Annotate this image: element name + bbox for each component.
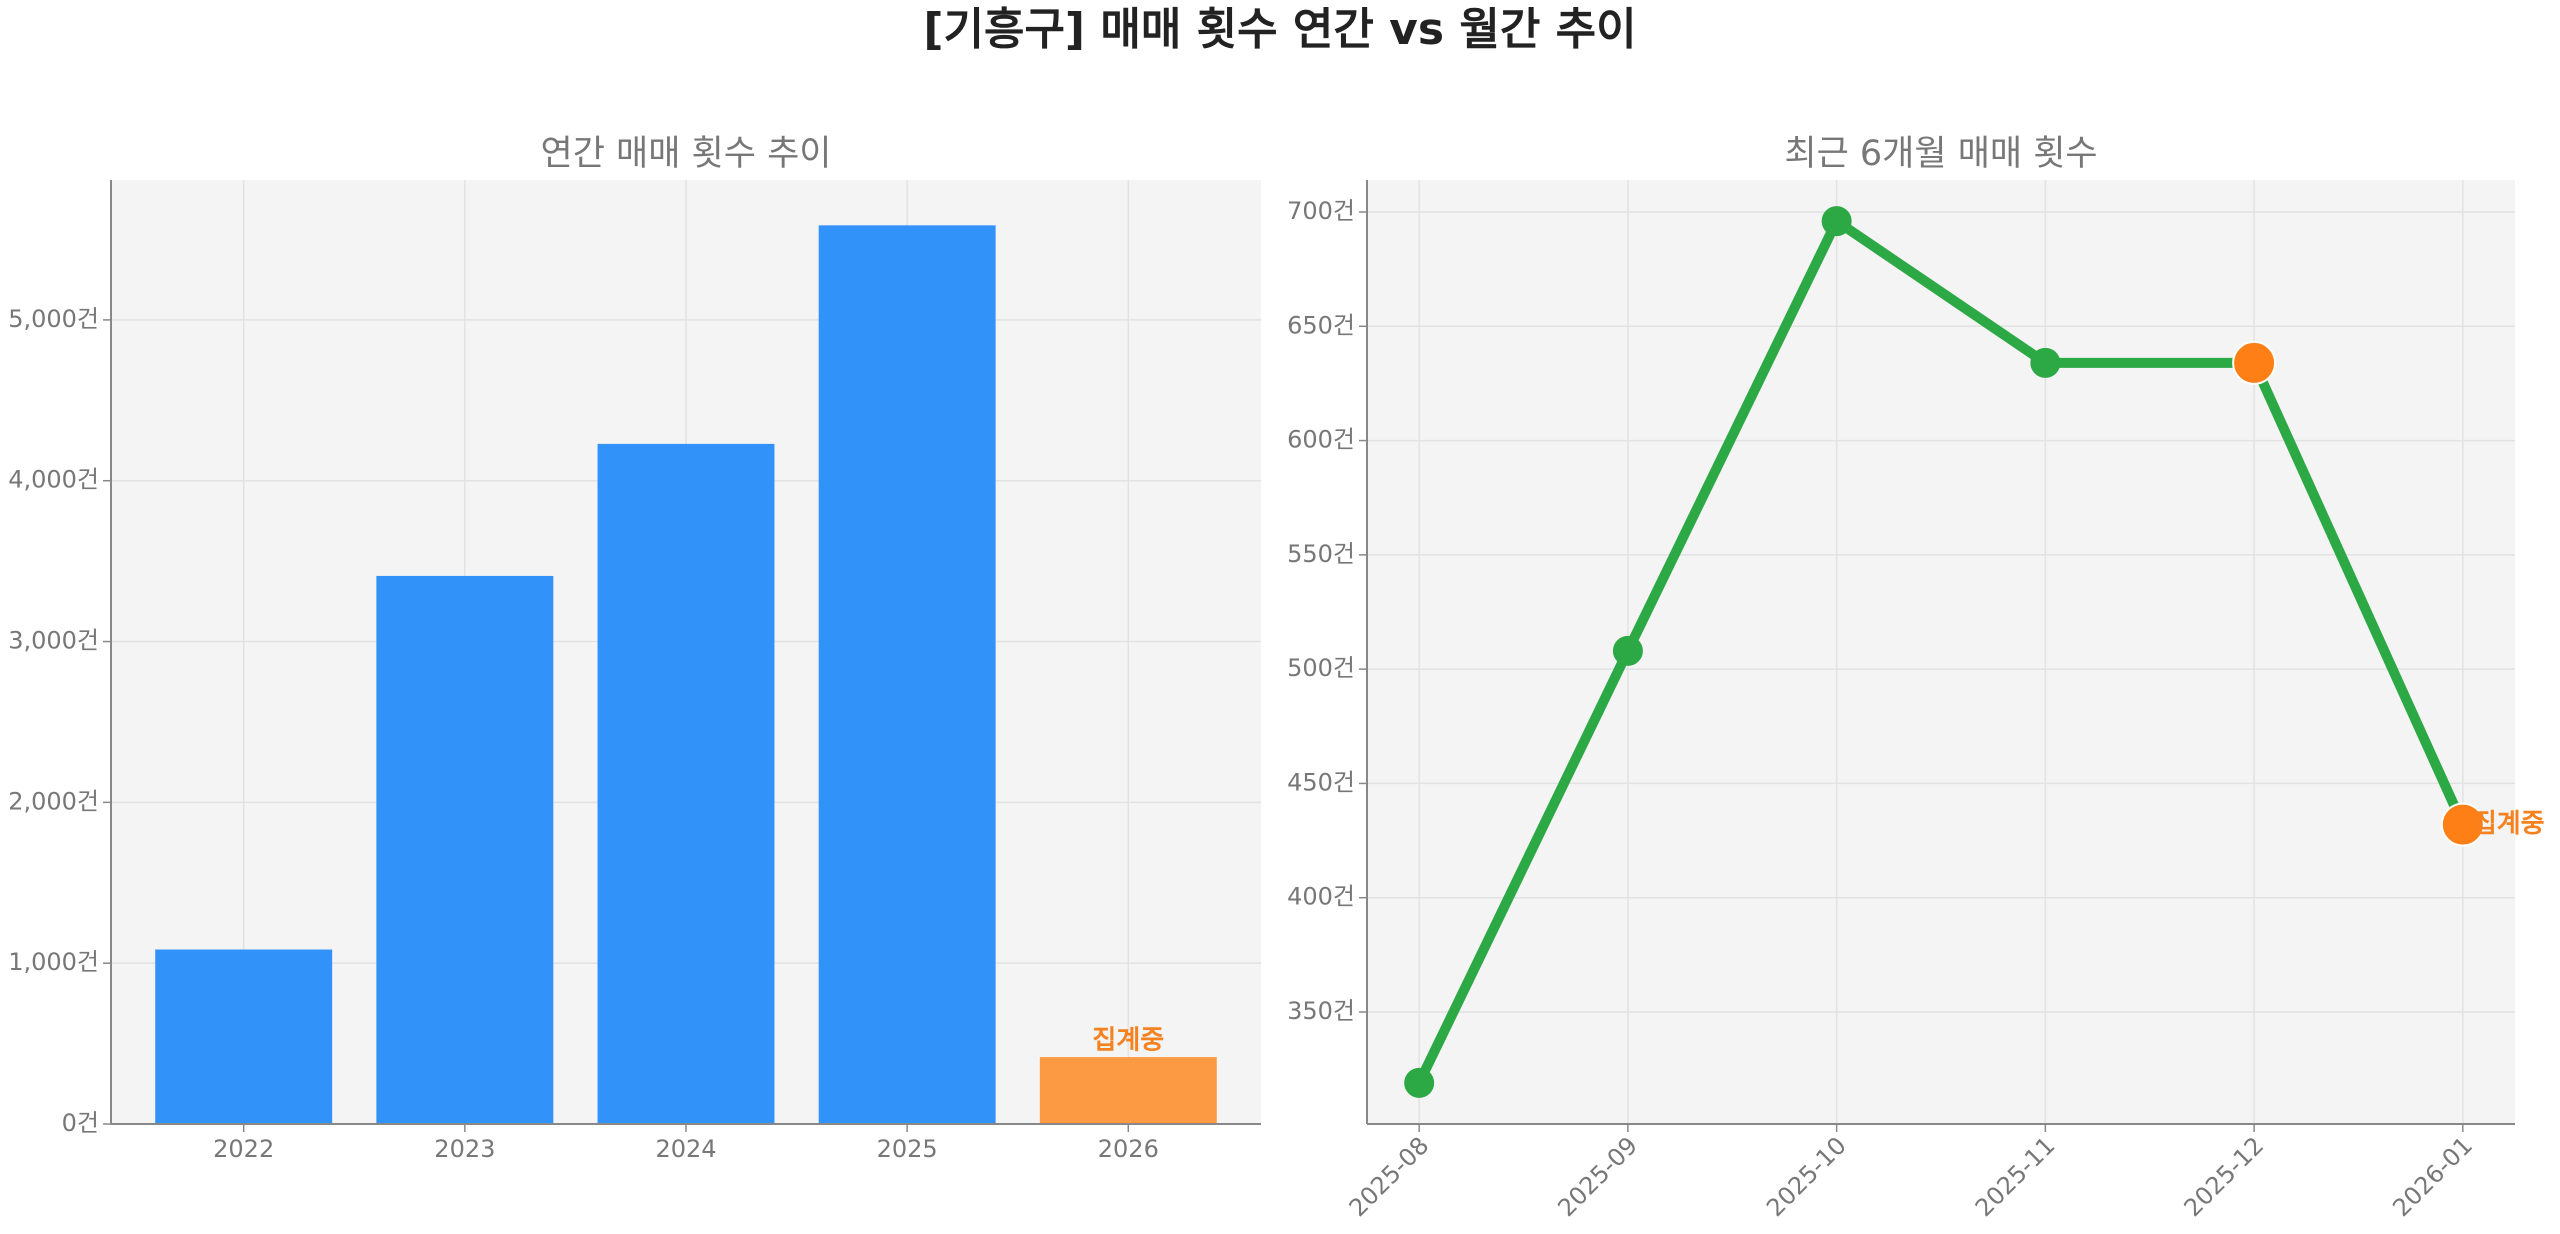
marker: [2232, 340, 2277, 385]
x-tick-label: 2025-09: [1552, 1131, 1643, 1222]
line: [1414, 216, 2468, 1086]
y-tick-label: 450건: [1287, 768, 1355, 796]
x-tick-label: 2023: [434, 1135, 495, 1163]
subplot-title: 연간 매매 횟수 추이: [541, 134, 832, 174]
y-tick-label: 4,000건: [8, 466, 99, 494]
y-tick-label: 650건: [1287, 311, 1355, 339]
bar: [597, 443, 775, 1125]
x-tick-label: 2025-08: [1344, 1131, 1435, 1222]
marker: [1821, 206, 1852, 237]
y-tick-label: 2,000건: [8, 787, 99, 815]
y-tick-label: 5,000건: [8, 305, 99, 333]
x-tick-label: 2025-11: [1970, 1131, 2061, 1222]
y-tick-label: 0건: [62, 1109, 99, 1137]
marker: [1404, 1067, 1435, 1098]
y-tick-label: 350건: [1287, 997, 1355, 1025]
y-tick-label: 1,000건: [8, 948, 99, 976]
marker: [2440, 802, 2485, 847]
y-tick-label: 700건: [1287, 197, 1355, 225]
x-tick-label: 2025-12: [2179, 1131, 2270, 1222]
bar-note: 집계중: [1092, 1026, 1164, 1056]
point-note: 집계중: [2473, 809, 2545, 839]
subplot-title: 최근 6개월 매매 횟수: [1784, 134, 2097, 174]
y-tick-label: 550건: [1287, 540, 1355, 568]
y-tick-label: 400건: [1287, 883, 1355, 911]
bar: [1039, 1057, 1217, 1124]
x-tick-label: 2025-10: [1761, 1131, 1852, 1222]
x-tick-label: 2022: [213, 1135, 274, 1163]
plot-background: [1367, 180, 2515, 1124]
marker: [2030, 347, 2061, 378]
marker: [1612, 635, 1643, 666]
x-tick-label: 2024: [655, 1135, 716, 1163]
figure-title: [기흥구] 매매 횟수 연간 vs 월간 추이: [923, 4, 1636, 55]
y-tick-label: 500건: [1287, 654, 1355, 682]
bar: [818, 225, 996, 1125]
y-tick-label: 3,000건: [8, 627, 99, 655]
bar: [376, 575, 554, 1124]
x-tick-label: 2026: [1098, 1135, 1159, 1163]
bar: [155, 949, 333, 1124]
y-tick-label: 600건: [1287, 426, 1355, 454]
x-tick-label: 2025: [877, 1135, 938, 1163]
x-tick-label: 2026-01: [2387, 1131, 2478, 1222]
